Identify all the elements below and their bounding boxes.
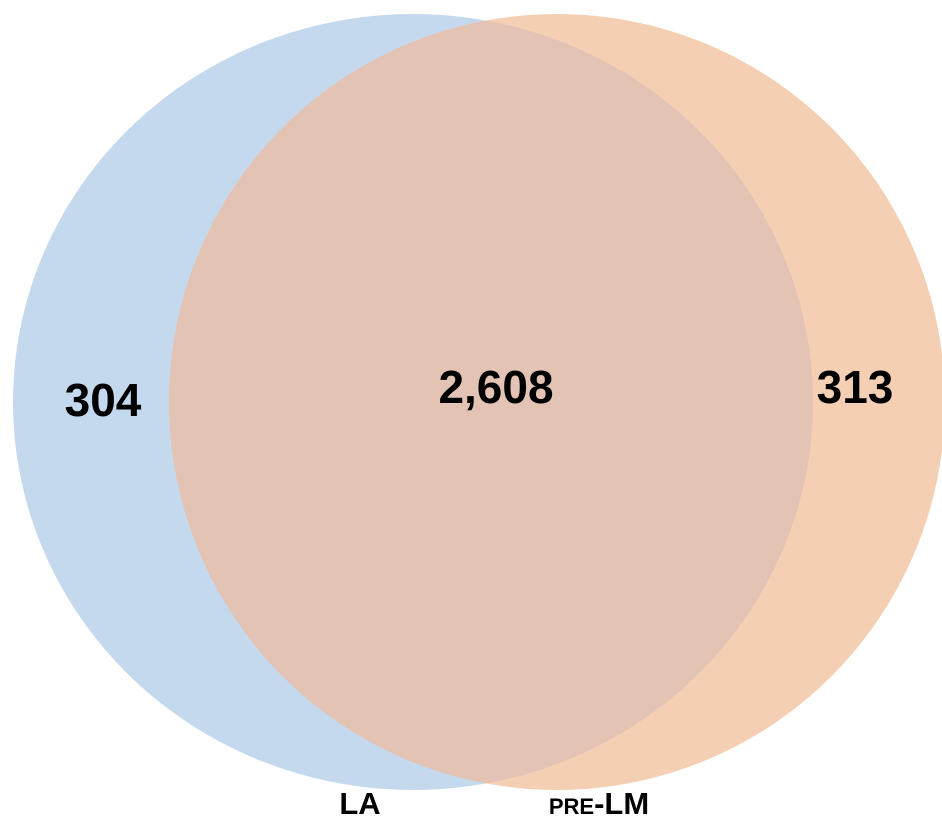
set-label-pre-lm-suffix: -LM <box>594 786 649 821</box>
set-label-pre-lm-prefix: PRE <box>549 794 594 819</box>
count-intersection: 2,608 <box>438 361 553 413</box>
count-pre-lm-only: 313 <box>817 361 894 413</box>
set-label-la: LA <box>339 786 380 821</box>
intersection-region <box>169 14 813 790</box>
count-la-only: 304 <box>65 374 142 426</box>
set-label-pre-lm: PRE-LM <box>549 786 649 821</box>
